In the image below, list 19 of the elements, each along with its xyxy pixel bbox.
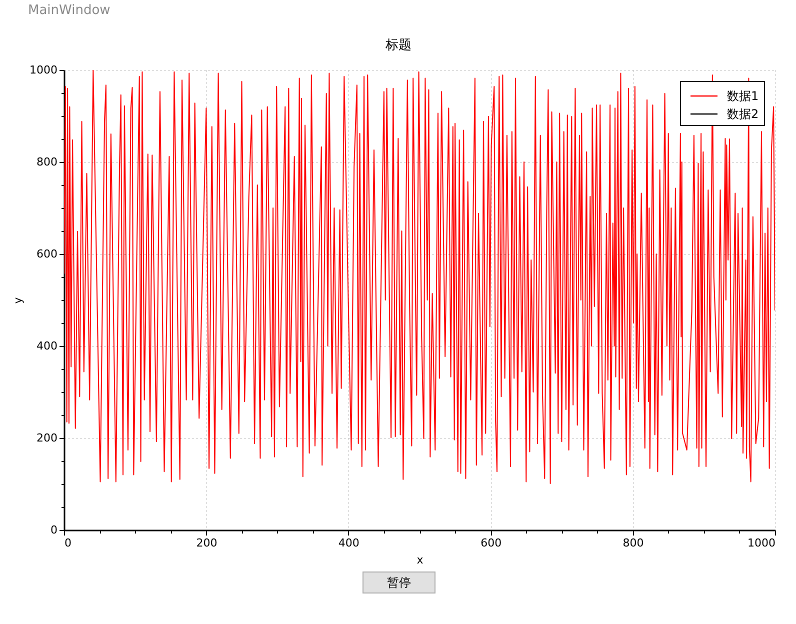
chart-title: 标题 — [384, 38, 412, 53]
x-tick-label: 1000 — [748, 536, 776, 550]
y-axis-title: y — [12, 296, 25, 304]
x-tick-label: 0 — [64, 536, 72, 550]
legend-label: 数据2 — [727, 107, 759, 121]
legend-label: 数据1 — [727, 89, 759, 103]
x-tick-label: 800 — [622, 536, 644, 550]
x-tick-label: 600 — [480, 536, 502, 550]
y-tick-label: 1000 — [30, 64, 58, 76]
y-tick-label: 0 — [50, 524, 58, 536]
y-tick-label: 600 — [36, 248, 58, 260]
text: 暂停 — [387, 576, 411, 590]
x-axis-title: x — [416, 554, 424, 566]
y-tick-label: 800 — [36, 156, 58, 168]
x-tick-label: 400 — [338, 536, 360, 550]
y-tick-label: 400 — [36, 340, 58, 352]
text: MainWindow — [28, 3, 111, 18]
y-tick-label: 200 — [36, 432, 58, 444]
x-tick-label: 200 — [196, 536, 218, 550]
